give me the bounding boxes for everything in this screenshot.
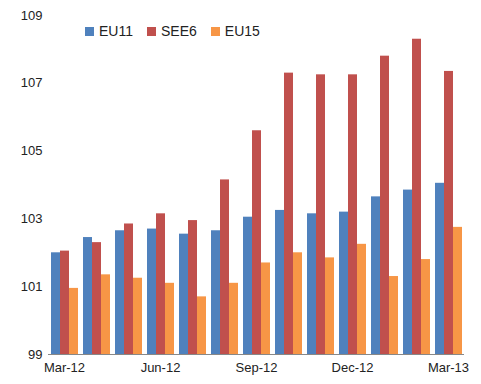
html-text:SEE6: SEE6: [161, 23, 197, 39]
svg-text:Sep-12: Sep-12: [236, 360, 278, 375]
html-text:EU15: EU15: [224, 23, 260, 39]
svg-text:Mar-13: Mar-13: [428, 360, 469, 375]
svg-text:Mar-12: Mar-12: [44, 360, 85, 375]
svg-text:101: 101: [21, 279, 43, 294]
svg-text:Jun-12: Jun-12: [141, 360, 181, 375]
html-text:EU11: EU11: [99, 23, 133, 39]
svg-text:105: 105: [21, 143, 43, 158]
svg-text:Dec-12: Dec-12: [332, 360, 374, 375]
svg-text:103: 103: [21, 211, 43, 226]
svg-text:99: 99: [28, 347, 42, 362]
svg-text:107: 107: [21, 75, 43, 90]
svg-text:109: 109: [21, 8, 43, 23]
